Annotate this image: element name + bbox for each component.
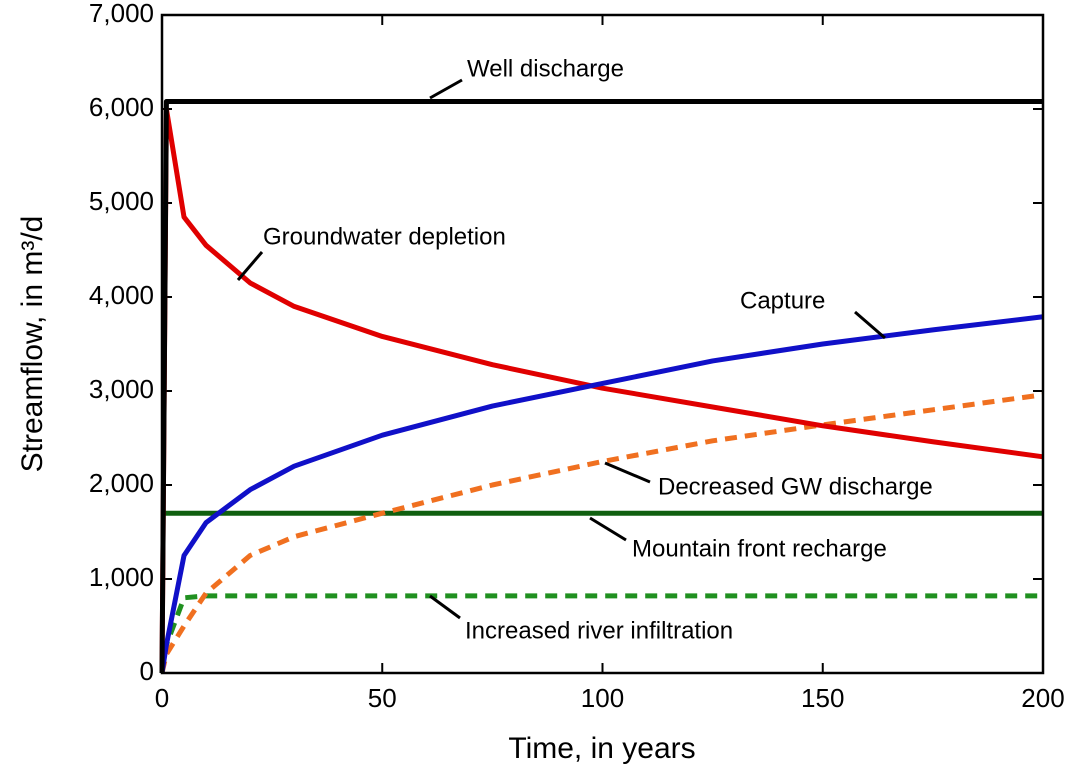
x-axis-label: Time, in years [508,732,695,765]
plot-frame [160,13,1045,675]
series-label: Decreased GW discharge [658,473,933,500]
y-tick-label: 2,000 [89,468,154,498]
y-tick-label: 4,000 [89,280,154,310]
leader-line [589,516,627,542]
x-tick-label: 50 [368,683,397,713]
series-line [159,98,1043,674]
y-tick-label: 3,000 [89,374,154,404]
x-tick-label: 0 [155,683,169,713]
leader-line [854,310,886,340]
y-tick-label: 1,000 [89,562,154,592]
series-line [159,314,1044,674]
leader-line [604,461,651,484]
y-tick-label: 5,000 [89,186,154,216]
y-tick-label: 0 [140,656,154,686]
series-line [159,392,1044,674]
y-tick-label: 7,000 [89,0,154,28]
y-tick-label: 6,000 [89,92,154,122]
x-tick-label: 100 [581,683,624,713]
series-label: Mountain front recharge [632,535,887,562]
x-tick-label: 200 [1021,683,1064,713]
series-line [159,106,1044,674]
leader-line [236,251,264,281]
series-label: Increased river infiltration [465,617,733,644]
x-tick-label: 150 [801,683,844,713]
series-label: Well discharge [467,55,624,82]
leader-line [429,594,461,620]
series-label: Capture [740,287,825,314]
series-label: Groundwater depletion [263,223,506,250]
y-axis-label: Streamflow, in m³/d [16,216,49,473]
leader-line [429,78,463,100]
